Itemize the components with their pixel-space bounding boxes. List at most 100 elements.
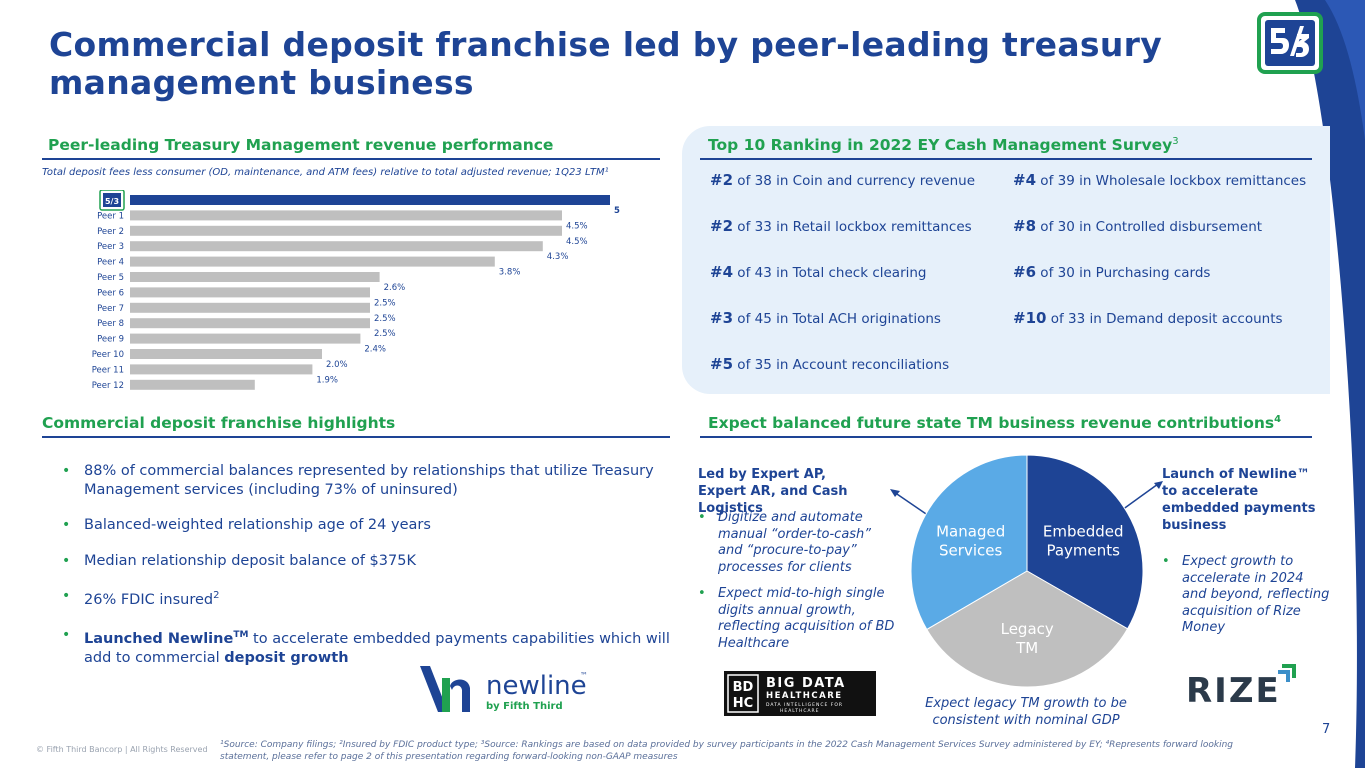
bar-7	[130, 287, 370, 298]
ranking-item: #8 of 30 in Controlled disbursement	[1013, 217, 1263, 235]
fifth-third-mini-logo: 5/3	[99, 190, 125, 211]
page-number: 7	[1322, 722, 1331, 737]
value-label: 4.3%	[547, 252, 569, 262]
tick-label: Peer 3	[97, 242, 124, 252]
ranking-item: #10 of 33 in Demand deposit accounts	[1013, 309, 1283, 327]
bar-13	[130, 379, 255, 390]
page-title: Commercial deposit franchise led by peer…	[49, 25, 1163, 102]
value-label: 2.0%	[326, 360, 348, 370]
section-rule	[700, 158, 1312, 160]
tick-label: Peer 7	[97, 304, 124, 314]
tick-label: Peer 9	[97, 335, 124, 345]
list-item: Balanced-weighted relationship age of 24…	[62, 516, 672, 535]
list-item: Launched NewlineTM to accelerate embedde…	[62, 626, 672, 667]
section-heading-ranking: Top 10 Ranking in 2022 EY Cash Managemen…	[708, 136, 1179, 155]
tick-label: Peer 8	[97, 319, 124, 329]
list-item: Digitize and automate manual “order-to-c…	[698, 510, 898, 576]
bar-4	[130, 241, 543, 252]
list-item: 26% FDIC insured2	[62, 587, 672, 609]
bar-2	[130, 210, 562, 221]
ranking-item: #6 of 30 in Purchasing cards	[1013, 263, 1211, 281]
list-item: 88% of commercial balances represented b…	[62, 462, 672, 499]
bar-6	[130, 272, 380, 282]
ranking-item: #4 of 43 in Total check clearing	[710, 263, 927, 281]
pie-slice-1	[1026, 454, 1144, 630]
pie-label: TM	[1015, 639, 1038, 657]
pie-slice-3	[910, 454, 1028, 631]
tick-label: Peer 2	[97, 227, 124, 237]
tick-label: Peer 12	[92, 381, 124, 390]
chart-subtitle: Total deposit fees less consumer (OD, ma…	[42, 167, 609, 178]
footnote: ¹Source: Company filings; ²Insured by FD…	[220, 740, 1234, 762]
tick-label: Peer 6	[97, 288, 124, 298]
svg-text:BD: BD	[733, 680, 754, 695]
ranking-item: #2 of 33 in Retail lockbox remittances	[710, 217, 972, 235]
svg-text:5/3: 5/3	[105, 197, 119, 206]
pie-label: Managed	[936, 523, 1005, 541]
bar-1	[130, 195, 610, 205]
list-item: Expect mid-to-high single digits annual …	[698, 586, 898, 652]
section-rule	[42, 436, 670, 438]
tick-label: Peer 1	[97, 211, 124, 221]
section-rule	[42, 158, 660, 160]
newline-byline: by Fifth Third	[486, 701, 563, 712]
svg-text:HC: HC	[733, 696, 753, 711]
pie-label: Embedded	[1043, 522, 1124, 540]
svg-text:HEALTHCARE: HEALTHCARE	[766, 691, 843, 701]
section-heading-future: Expect balanced future state TM business…	[708, 414, 1282, 433]
value-label: 2.4%	[364, 345, 386, 355]
newline-wordmark: newline	[486, 671, 587, 701]
newline-logo: newline ™ by Fifth Third	[420, 666, 588, 712]
section-heading-tm-revenue: Peer-leading Treasury Management revenue…	[48, 136, 554, 154]
value-label: 4.5%	[566, 221, 588, 231]
ranking-item: #2 of 38 in Coin and currency revenue	[710, 171, 976, 189]
tick-label: Peer 11	[92, 365, 124, 375]
rize-logo: RIZE	[1186, 664, 1296, 706]
pie-label: Payments	[1046, 541, 1120, 559]
pie-slice-2	[926, 570, 1129, 688]
highlights-list: 88% of commercial balances represented b…	[62, 462, 672, 684]
svg-text:RIZE: RIZE	[1186, 671, 1281, 706]
value-label: 1.9%	[316, 375, 338, 385]
left-column-bullets: Digitize and automate manual “order-to-c…	[698, 510, 898, 662]
ranking-item: #3 of 45 in Total ACH originations	[710, 309, 941, 327]
tm-revenue-bar-chart: 5.0% Peer 1 4.5% Peer 2 4.5% Peer 3 4.3% Peer 4…	[92, 190, 620, 390]
tick-label: Peer 10	[92, 350, 124, 360]
value-label: 2.6%	[384, 283, 406, 293]
bar-3	[130, 225, 562, 236]
value-label: 5.0%	[614, 206, 620, 216]
value-label: 2.5%	[374, 298, 396, 308]
section-heading-highlights: Commercial deposit franchise highlights	[42, 414, 396, 432]
value-label: 2.5%	[374, 314, 396, 324]
ranking-item: #5 of 35 in Account reconciliations	[710, 355, 950, 373]
value-label: 3.8%	[499, 268, 521, 278]
pie-label: Services	[939, 542, 1002, 560]
copyright: © Fifth Third Bancorp | All Rights Reser…	[36, 745, 208, 754]
value-label: 4.5%	[566, 237, 588, 247]
fifth-third-logo	[1257, 12, 1323, 74]
bdhc-logo: BD HC BIG DATA HEALTHCARE DATA INTELLIGE…	[724, 671, 876, 716]
tick-label: Peer 5	[97, 273, 124, 283]
bar-9	[130, 318, 370, 329]
left-column-heading: Led by Expert AP, Expert AR, and Cash Lo…	[698, 467, 848, 516]
pie-label: Legacy	[1001, 620, 1054, 638]
list-item: Median relationship deposit balance of $…	[62, 552, 672, 571]
right-column-bullets: Expect growth to accelerate in 2024 and …	[1162, 554, 1332, 647]
ranking-panel	[682, 126, 1330, 394]
list-item: Expect growth to accelerate in 2024 and …	[1162, 554, 1332, 637]
bar-5	[130, 256, 495, 267]
tick-label: Peer 4	[97, 258, 124, 268]
bar-11	[130, 349, 322, 359]
section-rule	[700, 436, 1312, 438]
svg-text:BIG DATA: BIG DATA	[766, 676, 846, 691]
arrow-right-icon	[1121, 481, 1163, 511]
ranking-item: #4 of 39 in Wholesale lockbox remittance…	[1013, 171, 1307, 189]
bar-12	[130, 364, 313, 375]
svg-text:DATA INTELLIGENCE FOR: DATA INTELLIGENCE FOR	[766, 702, 843, 708]
pie-note: Expect legacy TM growth to be consistent…	[925, 696, 1127, 728]
bar-8	[130, 302, 370, 313]
bar-10	[130, 333, 361, 344]
corner-swoosh-decoration	[1295, 0, 1365, 768]
value-label: 2.5%	[374, 329, 396, 339]
